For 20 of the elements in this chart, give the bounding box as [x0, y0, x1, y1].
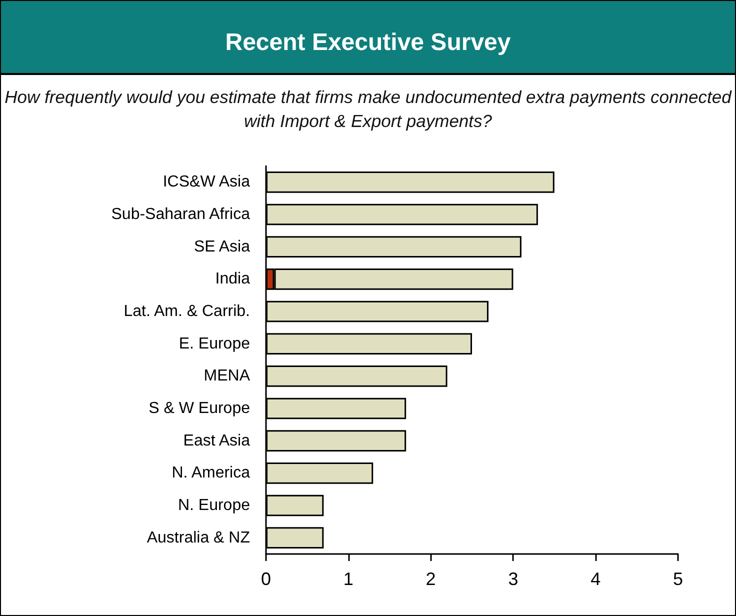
y-tick-label: India [215, 270, 250, 288]
y-tick-label: ICS&W Asia [162, 174, 250, 191]
x-tick-label: 3 [508, 569, 518, 589]
x-tick-label: 1 [343, 569, 354, 589]
y-tick-label: N. America [172, 464, 250, 482]
y-tick-label: East Asia [183, 432, 250, 450]
y-tick-label: MENA [204, 368, 250, 385]
chart-title: Recent Executive Survey [1, 1, 735, 75]
x-tick-label: 4 [590, 569, 601, 589]
y-tick-label: Sub-Saharan Africa [111, 206, 250, 223]
y-tick-label: S & W Europe [148, 400, 250, 417]
x-tick-label: 2 [426, 569, 436, 589]
y-tick-label: SE Asia [194, 238, 250, 256]
x-tick-label: 0 [260, 569, 272, 589]
y-tick-label: E. Europe [178, 335, 250, 352]
y-tick-label: Lat. Am. & Carrib. [124, 303, 250, 320]
y-tick-label: N. Europe [178, 497, 250, 514]
y-tick-label: Australia & NZ [146, 529, 250, 546]
x-tick-label: 5 [672, 569, 684, 589]
chart-subtitle: How frequently would you estimate that firms make undocumented extra payments connected with Import & Export payments? [4, 86, 733, 133]
